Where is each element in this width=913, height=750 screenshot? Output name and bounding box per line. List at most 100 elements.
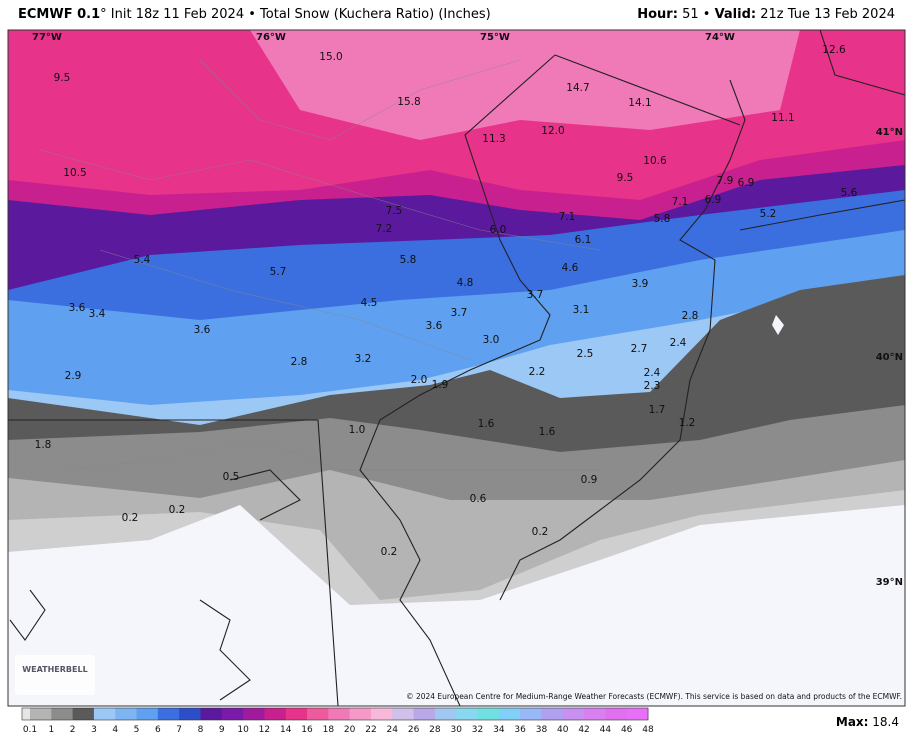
snow-amount: 5.6 xyxy=(841,187,858,199)
legend-tick: 38 xyxy=(536,725,548,735)
snow-amount: 14.7 xyxy=(566,82,589,94)
max-value: 18.4 xyxy=(872,715,899,729)
legend-swatch xyxy=(307,708,329,720)
legend-swatch xyxy=(392,708,415,720)
legend-tick: 2 xyxy=(70,725,76,735)
header-right: Hour: 51 • Valid: 21z Tue 13 Feb 2024 xyxy=(637,0,895,30)
legend-swatch xyxy=(30,708,52,720)
snow-amount: 2.4 xyxy=(670,337,687,349)
graticule-label: 76°W xyxy=(256,32,286,43)
snow-amount: 6.9 xyxy=(738,177,755,189)
legend-swatch xyxy=(264,708,287,720)
snow-amount: 1.2 xyxy=(679,417,696,429)
snow-amount: 3.2 xyxy=(355,353,372,365)
legend-tick: 24 xyxy=(387,725,399,735)
snow-amount: 4.5 xyxy=(361,297,378,309)
snow-amount: 3.6 xyxy=(426,320,443,332)
lake xyxy=(772,315,784,335)
legend-tick: 3 xyxy=(91,725,97,735)
snow-amount: 9.5 xyxy=(617,172,634,184)
band xyxy=(250,30,800,140)
snow-amount: 2.2 xyxy=(529,366,546,378)
snow-amount: 11.1 xyxy=(771,112,794,124)
snow-amount: 15.0 xyxy=(319,51,342,63)
county-lines xyxy=(39,59,601,471)
legend-tick: 44 xyxy=(600,725,612,735)
header: ECMWF 0.1° Init 18z 11 Feb 2024 • Total … xyxy=(0,0,913,30)
legend-tick: 8 xyxy=(198,725,204,735)
snow-amount: 5.2 xyxy=(760,208,777,220)
snow-amount: 0.5 xyxy=(223,471,240,483)
legend-swatch xyxy=(626,708,649,720)
legend-tick: 22 xyxy=(365,725,376,735)
snow-amount: 3.7 xyxy=(527,289,544,301)
snow-amount: 14.1 xyxy=(628,97,651,109)
snow-amount: 10.6 xyxy=(643,155,667,167)
legend-swatch xyxy=(456,708,479,720)
graticule-label: 77°W xyxy=(32,32,62,43)
legend-swatch xyxy=(541,708,564,720)
snow-amount: 3.4 xyxy=(89,308,106,320)
snow-amount: 9.5 xyxy=(54,72,71,84)
snow-amount: 2.3 xyxy=(644,380,661,392)
legend-swatch xyxy=(605,708,628,720)
legend-tick: 4 xyxy=(112,725,118,735)
graticule-label: 40°N xyxy=(876,352,903,363)
snow-amount: 3.9 xyxy=(632,278,649,290)
legend-swatch xyxy=(243,708,265,720)
max-box: Max: 18.4 xyxy=(836,715,899,729)
legend-tick: 1 xyxy=(48,725,54,735)
snow-amount: 6.0 xyxy=(490,224,507,236)
snow-amount: 4.6 xyxy=(562,262,579,274)
legend-swatch xyxy=(498,708,521,720)
legend-tick: 30 xyxy=(450,725,462,735)
legend-swatch xyxy=(22,708,31,720)
snow-amount: 0.2 xyxy=(169,504,186,516)
legend-swatch xyxy=(562,708,585,720)
snow-amount: 7.2 xyxy=(376,223,393,235)
legend-swatch xyxy=(584,708,606,720)
hour-label: Hour: xyxy=(637,7,678,22)
logo: WEATHERBELL xyxy=(22,665,87,674)
snow-amount: 12.0 xyxy=(541,125,564,137)
valid: 21z Tue 13 Feb 2024 xyxy=(760,7,895,22)
legend-swatch xyxy=(93,708,116,720)
snow-amount: 1.6 xyxy=(539,426,556,438)
snow-amount: 4.8 xyxy=(457,277,474,289)
snow-amount: 7.9 xyxy=(717,175,734,187)
legend-swatch xyxy=(285,708,308,720)
snow-amount: 15.8 xyxy=(397,96,420,108)
snow-amount: 2.8 xyxy=(291,356,308,368)
valid-label: Valid: xyxy=(714,7,757,22)
legend-tick: 26 xyxy=(408,725,420,735)
snow-amount: 1.8 xyxy=(35,439,52,451)
snow-field: WEATHERBELL xyxy=(8,30,905,706)
degree: ° xyxy=(100,7,107,22)
legend-swatch xyxy=(477,708,500,720)
separator: • xyxy=(702,7,711,22)
snow-amount: 12.6 xyxy=(822,44,846,56)
snow-amount: 1.9 xyxy=(432,379,449,391)
legend-swatch xyxy=(179,708,201,720)
snow-amount: 11.3 xyxy=(482,133,505,145)
snow-amount: 10.5 xyxy=(63,167,86,179)
legend-tick: 36 xyxy=(514,725,526,735)
snow-amount: 3.6 xyxy=(69,302,86,314)
graticule-label: 75°W xyxy=(480,32,510,43)
legend-swatch xyxy=(157,708,180,720)
legend-tick: 14 xyxy=(280,725,292,735)
hour: 51 xyxy=(682,7,699,22)
legend-swatch xyxy=(434,708,457,720)
snow-amount: 5.4 xyxy=(134,254,151,266)
legend-swatch xyxy=(370,708,393,720)
legend-tick: 18 xyxy=(323,725,335,735)
snow-amount: 6.9 xyxy=(705,194,722,206)
logo-box xyxy=(15,655,95,695)
snow-amount: 0.2 xyxy=(532,526,549,538)
snow-amount: 3.0 xyxy=(483,334,500,346)
map-labels: 12.6 15.0 9.5 14.7 14.1 15.8 11.1 11.3 12.0 10.6 1… xyxy=(32,32,903,588)
snow-amount: 7.5 xyxy=(386,205,403,217)
snow-amount: 0.2 xyxy=(381,546,398,558)
